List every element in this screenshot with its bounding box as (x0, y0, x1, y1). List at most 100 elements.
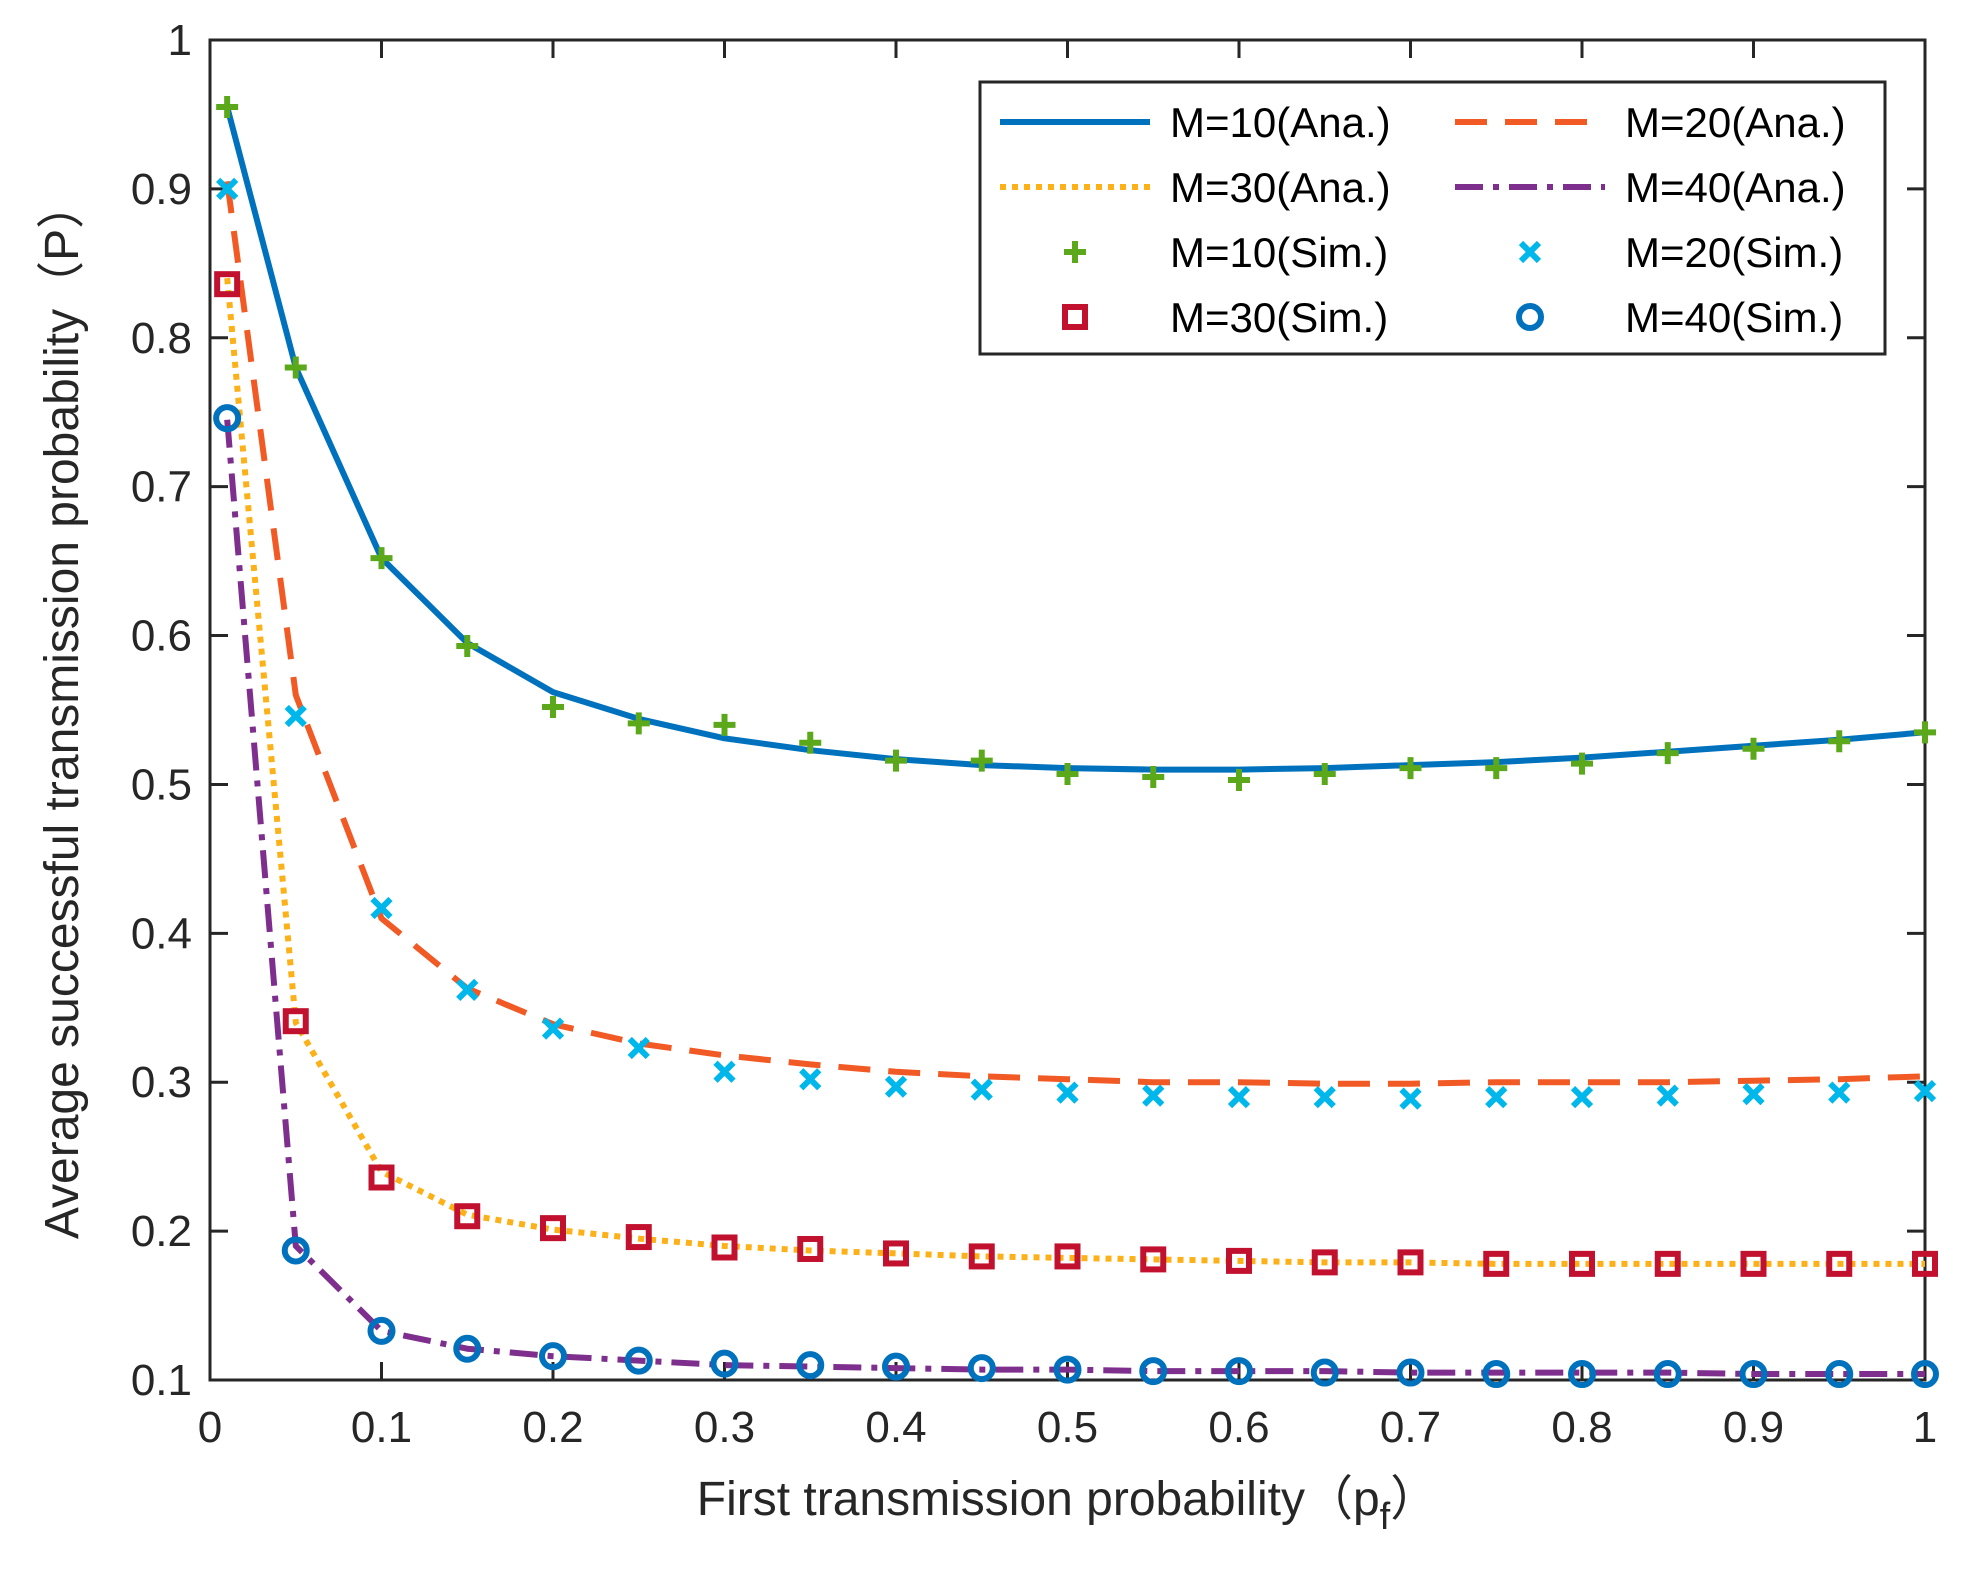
data-point-m-20-sim (713, 1060, 736, 1083)
y-tick-label: 0.3 (131, 1058, 192, 1107)
data-point-m-10-sim (1313, 763, 1336, 786)
y-tick-label: 0.2 (131, 1207, 192, 1256)
legend-box (978, 80, 1887, 356)
legend-swatch-marker (1062, 304, 1088, 330)
series-points-m-20-sim (216, 177, 1937, 1110)
legend-label: M=40(Sim.) (1625, 294, 1843, 341)
data-point-m-10-sim (627, 712, 650, 735)
data-point-m-40-sim (1310, 1358, 1339, 1387)
data-point-m-30-sim (1654, 1250, 1681, 1277)
y-axis-label: Average successful transmission probabil… (36, 181, 89, 1239)
x-axis: 0 0.1 0.2 0.3 0.4 0.5 0.6 0.7 0.8 0.9 1 (198, 40, 1937, 1452)
y-tick-label: 1 (168, 16, 192, 65)
legend-item-m-40-sim: M=40(Sim.) (1516, 294, 1843, 341)
series-markers (213, 96, 1939, 1389)
data-point-m-10-sim (542, 696, 564, 719)
data-point-m-20-sim (627, 1036, 650, 1060)
data-point-m-40-sim (710, 1349, 739, 1378)
data-point-m-10-sim (1656, 742, 1679, 765)
x-tick-label: 0.8 (1551, 1403, 1612, 1452)
data-point-m-30-sim (1054, 1243, 1081, 1270)
x-tick-label: 0 (198, 1403, 222, 1452)
data-point-m-40-sim (1139, 1357, 1168, 1386)
data-point-m-30-sim (1826, 1250, 1853, 1277)
series-points-m-30-sim (214, 271, 1938, 1277)
y-tick-label: 0.6 (131, 612, 192, 661)
data-point-m-40-sim (539, 1342, 567, 1371)
legend-item-m-40-ana: M=40(Ana.) (1455, 164, 1846, 211)
x-tick-label: 0.1 (351, 1403, 412, 1452)
series-line-m-30-ana (224, 277, 1925, 1267)
data-point-m-30-sim (625, 1224, 652, 1251)
data-point-m-20-sim (1227, 1085, 1251, 1109)
data-point-m-20-sim (456, 978, 479, 1002)
data-point-m-20-sim (1313, 1085, 1336, 1109)
data-point-m-30-sim (797, 1235, 824, 1262)
series-line-m-40-ana (224, 419, 1925, 1377)
data-point-m-40-sim (1482, 1360, 1511, 1389)
series-points-m-10-sim (216, 96, 1936, 791)
data-point-m-20-sim (1742, 1083, 1765, 1106)
x-axis-label-close: ） (1390, 1473, 1438, 1526)
data-point-m-40-sim (1396, 1358, 1425, 1387)
data-point-m-20-sim (1570, 1085, 1594, 1109)
legend-item-m-10-ana: M=10(Ana.) (1000, 99, 1391, 146)
legend-item-m-20-ana: M=20(Ana.) (1455, 99, 1846, 146)
data-point-m-40-sim (281, 1236, 310, 1265)
x-tick-label: 0.3 (694, 1403, 755, 1452)
data-point-m-30-sim (883, 1240, 909, 1267)
data-point-m-10-sim (1399, 757, 1422, 780)
data-point-m-30-sim (454, 1203, 481, 1230)
data-point-m-40-sim (796, 1351, 825, 1380)
data-point-m-10-sim (970, 749, 993, 772)
data-point-m-40-sim (453, 1334, 482, 1363)
data-point-m-20-sim (284, 704, 307, 728)
x-tick-label: 0.7 (1380, 1403, 1441, 1452)
legend-item-m-30-ana: M=30(Ana.) (1000, 164, 1391, 211)
data-point-m-30-sim (1740, 1250, 1767, 1277)
legend: M=10(Ana.) M=20(Ana.) M=30(Ana.) M=40(Ana.)… (978, 80, 1887, 356)
data-point-m-40-sim (1568, 1360, 1596, 1389)
legend-swatch-marker (1064, 241, 1086, 263)
data-point-m-40-sim (882, 1352, 910, 1381)
legend-label: M=30(Ana.) (1170, 164, 1391, 211)
data-point-m-20-sim (216, 177, 239, 201)
data-point-m-30-sim (1140, 1246, 1167, 1273)
legend-item-m-20-sim: M=20(Sim.) (1518, 229, 1843, 276)
data-point-m-40-sim (1225, 1357, 1253, 1386)
data-point-m-40-sim (1911, 1360, 1939, 1389)
x-axis-label-subscript: f (1380, 1496, 1391, 1538)
data-point-m-10-sim (1828, 730, 1851, 753)
data-point-m-20-sim (884, 1075, 908, 1098)
x-axis-label-main: First transmission probability（p (697, 1473, 1380, 1526)
legend-swatch-marker (1518, 240, 1542, 264)
data-point-m-30-sim (1483, 1250, 1510, 1277)
legend-swatch-marker (1516, 303, 1544, 331)
x-tick-label: 0.6 (1208, 1403, 1269, 1452)
data-point-m-30-sim (1226, 1247, 1252, 1274)
data-point-m-10-sim (713, 713, 736, 736)
data-point-m-20-sim (1142, 1084, 1165, 1107)
x-tick-label: 1 (1913, 1403, 1937, 1452)
y-tick-label: 0.5 (131, 760, 192, 809)
legend-label: M=10(Ana.) (1170, 99, 1391, 146)
data-point-m-20-sim (1399, 1087, 1422, 1110)
data-point-m-20-sim (1828, 1081, 1851, 1104)
data-point-m-10-sim (216, 96, 239, 118)
data-point-m-30-sim (1912, 1250, 1938, 1277)
data-point-m-30-sim (214, 271, 241, 298)
data-point-m-10-sim (1056, 763, 1079, 786)
data-point-m-10-sim (1571, 752, 1593, 775)
data-point-m-10-sim (1485, 757, 1508, 780)
data-point-m-10-sim (456, 634, 479, 657)
y-tick-label: 0.8 (131, 314, 192, 363)
data-point-m-40-sim (213, 404, 242, 433)
data-point-m-10-sim (1228, 768, 1250, 791)
legend-item-m-10-sim: M=10(Sim.) (1064, 229, 1388, 276)
data-point-m-10-sim (1742, 737, 1765, 760)
data-point-m-20-sim (799, 1068, 822, 1091)
data-point-m-30-sim (282, 1008, 309, 1035)
data-point-m-30-sim (968, 1243, 995, 1270)
legend-label: M=30(Sim.) (1170, 294, 1388, 341)
